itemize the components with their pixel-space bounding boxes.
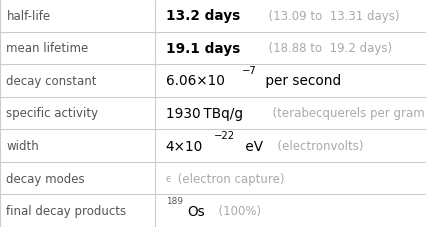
Text: (electronvolts): (electronvolts) [269, 139, 362, 152]
Text: 6.06×10: 6.06×10 [165, 74, 224, 88]
Text: (100%): (100%) [210, 204, 260, 217]
Text: 13.2 days: 13.2 days [165, 9, 239, 23]
Text: specific activity: specific activity [6, 107, 98, 120]
Text: per second: per second [260, 74, 340, 88]
Text: 189: 189 [165, 196, 182, 205]
Text: Os: Os [187, 204, 205, 218]
Text: (18.88 to  19.2 days): (18.88 to 19.2 days) [261, 42, 391, 55]
Text: (electron capture): (electron capture) [173, 172, 283, 185]
Text: 4×10: 4×10 [165, 139, 202, 153]
Text: half-life: half-life [6, 10, 50, 23]
Text: −7: −7 [241, 65, 256, 75]
Text: (terabecquerels per gram): (terabecquerels per gram) [265, 107, 426, 120]
Text: (13.09 to  13.31 days): (13.09 to 13.31 days) [261, 10, 399, 23]
Text: mean lifetime: mean lifetime [6, 42, 89, 55]
Text: −22: −22 [213, 130, 234, 140]
Text: 1930 TBq/g: 1930 TBq/g [165, 106, 242, 121]
Text: decay modes: decay modes [6, 172, 85, 185]
Text: final decay products: final decay products [6, 204, 126, 217]
Text: width: width [6, 139, 39, 152]
Text: ϵ: ϵ [165, 173, 171, 183]
Text: eV: eV [240, 139, 262, 153]
Text: 19.1 days: 19.1 days [165, 42, 239, 56]
Text: decay constant: decay constant [6, 75, 97, 88]
